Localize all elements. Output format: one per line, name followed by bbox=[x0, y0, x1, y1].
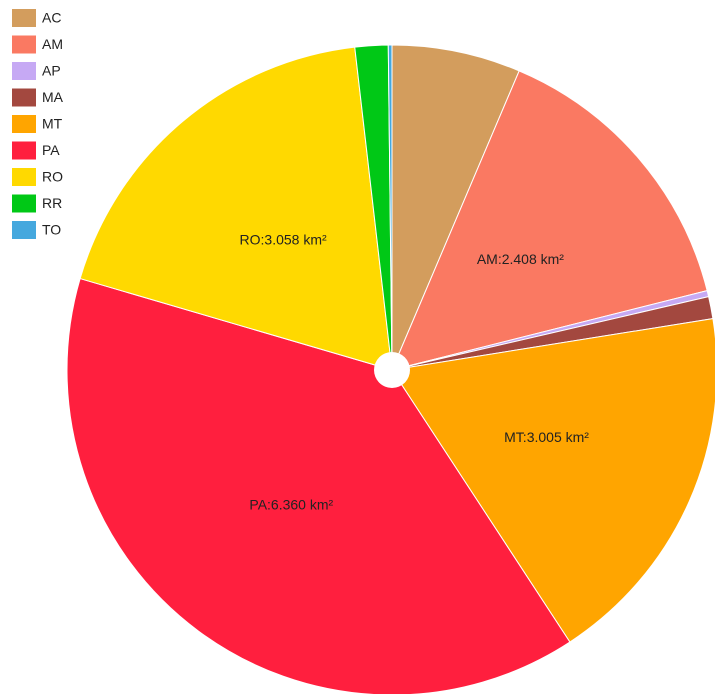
legend-swatch bbox=[12, 168, 36, 186]
slice-label: RO:3.058 km² bbox=[240, 231, 327, 247]
legend-label: RR bbox=[42, 195, 62, 211]
pie-slice bbox=[391, 318, 715, 643]
legend-label: AP bbox=[42, 63, 61, 79]
legend-label: MT bbox=[42, 116, 63, 132]
pie-slice bbox=[387, 44, 393, 371]
slice-label: MT:3.005 km² bbox=[504, 429, 589, 445]
legend-swatch bbox=[12, 35, 36, 54]
legend-label: TO bbox=[42, 222, 61, 238]
slice-label: PA:6.360 km² bbox=[249, 496, 333, 512]
pie-slice bbox=[66, 277, 571, 694]
legend-label: AM bbox=[42, 36, 63, 52]
slice-label: AM:2.408 km² bbox=[477, 251, 564, 267]
legend-label: PA bbox=[42, 142, 60, 158]
legend-swatch bbox=[12, 115, 36, 133]
legend-label: MA bbox=[42, 89, 64, 105]
legend-swatch bbox=[12, 9, 36, 27]
legend-swatch bbox=[12, 141, 36, 160]
legend-label: AC bbox=[42, 10, 61, 26]
legend-swatch bbox=[12, 194, 36, 213]
center-hole bbox=[374, 352, 410, 388]
pie-slice bbox=[391, 44, 520, 371]
legend-label: RO bbox=[42, 169, 63, 185]
pie-slice bbox=[391, 70, 708, 371]
legend-swatch bbox=[12, 221, 36, 239]
pie-slice bbox=[79, 46, 393, 371]
legend-swatch bbox=[12, 88, 36, 107]
legend-swatch bbox=[12, 62, 36, 80]
